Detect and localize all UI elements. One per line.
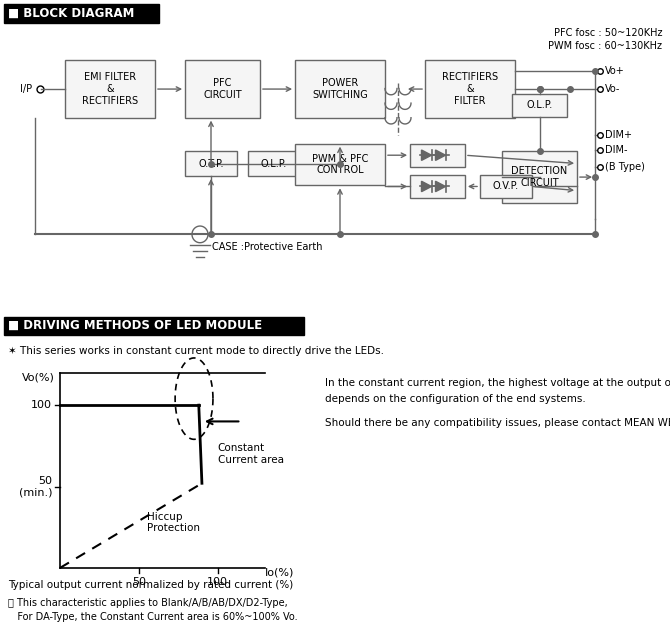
- Text: Constant
Current area: Constant Current area: [218, 443, 283, 465]
- Text: O.L.P.: O.L.P.: [527, 100, 553, 110]
- Bar: [185, 151, 237, 176]
- Text: RECTIFIERS
&
FILTER: RECTIFIERS & FILTER: [442, 72, 498, 106]
- Text: Vo(%): Vo(%): [21, 372, 54, 382]
- Text: O.L.P.: O.L.P.: [261, 159, 287, 169]
- Text: DIM-: DIM-: [605, 145, 628, 155]
- Bar: [295, 144, 385, 186]
- Text: PFC
CIRCUIT: PFC CIRCUIT: [203, 78, 242, 100]
- Bar: [4, 4, 159, 23]
- Polygon shape: [421, 150, 431, 161]
- Text: O.T.P.: O.T.P.: [198, 159, 224, 169]
- Bar: [4, 316, 304, 334]
- Text: ✶ This series works in constant current mode to directly drive the LEDs.: ✶ This series works in constant current …: [8, 346, 384, 356]
- Text: I/P: I/P: [20, 84, 32, 94]
- Text: depends on the configuration of the end systems.: depends on the configuration of the end …: [325, 394, 586, 404]
- Text: 50
(min.): 50 (min.): [19, 476, 52, 498]
- Text: PFC fosc : 50~120KHz: PFC fosc : 50~120KHz: [553, 28, 662, 38]
- Text: CASE :Protective Earth: CASE :Protective Earth: [212, 242, 322, 252]
- Text: Hiccup
Protection: Hiccup Protection: [147, 511, 200, 533]
- Bar: [512, 94, 567, 117]
- Bar: [502, 151, 577, 203]
- Text: DETECTION
CIRCUIT: DETECTION CIRCUIT: [511, 166, 567, 188]
- Bar: [185, 61, 260, 118]
- Bar: [248, 151, 300, 176]
- Text: Ⓢ This characteristic applies to Blank/A/B/AB/DX/D2-Type,: Ⓢ This characteristic applies to Blank/A…: [8, 598, 287, 608]
- Text: PWM fosc : 60~130KHz: PWM fosc : 60~130KHz: [548, 41, 662, 51]
- Text: Io(%): Io(%): [265, 568, 295, 578]
- Text: POWER
SWITCHING: POWER SWITCHING: [312, 78, 368, 100]
- Bar: [410, 144, 465, 167]
- Bar: [425, 61, 515, 118]
- Bar: [480, 175, 532, 198]
- Text: Vo+: Vo+: [605, 66, 624, 76]
- Text: ■ DRIVING METHODS OF LED MODULE: ■ DRIVING METHODS OF LED MODULE: [8, 319, 262, 332]
- Text: Should there be any compatibility issues, please contact MEAN WELL.: Should there be any compatibility issues…: [325, 418, 670, 428]
- Text: O.V.P.: O.V.P.: [493, 181, 519, 191]
- Text: Vo-: Vo-: [605, 84, 620, 94]
- Polygon shape: [436, 181, 446, 192]
- Text: PWM & PFC
CONTROL: PWM & PFC CONTROL: [312, 154, 368, 176]
- Text: DIM+: DIM+: [605, 131, 632, 141]
- Polygon shape: [421, 181, 431, 192]
- Polygon shape: [436, 150, 446, 161]
- Bar: [410, 175, 465, 198]
- Text: (B Type): (B Type): [605, 162, 645, 172]
- Text: 100: 100: [31, 400, 52, 410]
- Text: For DA-Type, the Constant Current area is 60%~100% Vo.: For DA-Type, the Constant Current area i…: [8, 612, 297, 622]
- Bar: [295, 61, 385, 118]
- Text: ■ BLOCK DIAGRAM: ■ BLOCK DIAGRAM: [8, 7, 135, 20]
- Bar: [65, 61, 155, 118]
- Text: Typical output current normalized by rated current (%): Typical output current normalized by rat…: [8, 580, 293, 590]
- Text: 50: 50: [132, 577, 146, 587]
- Text: In the constant current region, the highest voltage at the output of the driver: In the constant current region, the high…: [325, 378, 670, 388]
- Text: EMI FILTER
&
RECTIFIERS: EMI FILTER & RECTIFIERS: [82, 72, 138, 106]
- Text: 100: 100: [207, 577, 228, 587]
